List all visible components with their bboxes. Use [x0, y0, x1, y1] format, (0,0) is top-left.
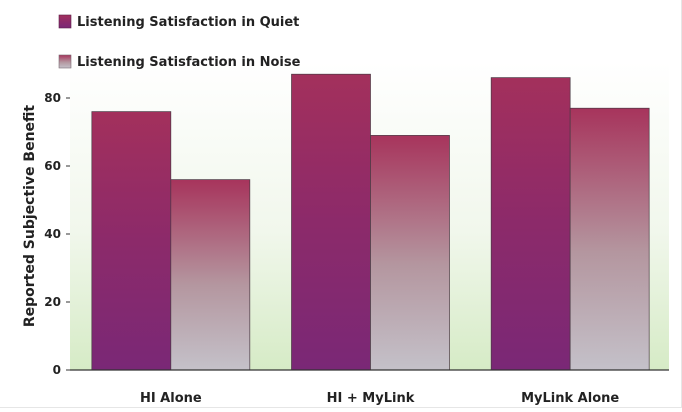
y-tick-label: 40 — [44, 227, 61, 241]
x-axis-ticks: HI Alone HI + MyLink MyLink Alone — [140, 391, 619, 406]
legend-swatch-quiet — [58, 14, 72, 29]
y-tick-label: 20 — [44, 295, 61, 309]
y-tick-label: 60 — [44, 159, 61, 173]
legend: Listening Satisfaction in Quiet Listenin… — [58, 14, 301, 70]
bar-noise-0 — [170, 179, 251, 371]
legend-label-noise: Listening Satisfaction in Noise — [77, 55, 301, 70]
x-tick-label: MyLink Alone — [521, 391, 619, 406]
y-axis-label: Reported Subjective Benefit — [22, 105, 38, 328]
bar-quiet-1 — [291, 73, 371, 371]
bar-quiet-0 — [91, 111, 172, 371]
y-tick-label: 0 — [53, 363, 61, 377]
bars — [91, 73, 650, 371]
bar-noise-1 — [370, 135, 450, 371]
y-tick-label: 80 — [44, 91, 61, 105]
x-tick-label: HI Alone — [140, 391, 202, 406]
bar-noise-2 — [569, 107, 650, 371]
y-axis-ticks: 0 20 40 60 80 — [44, 91, 70, 377]
bar-quiet-2 — [490, 77, 571, 371]
legend-swatch-noise — [58, 54, 72, 69]
x-tick-label: HI + MyLink — [327, 391, 415, 406]
legend-label-quiet: Listening Satisfaction in Quiet — [77, 15, 299, 30]
